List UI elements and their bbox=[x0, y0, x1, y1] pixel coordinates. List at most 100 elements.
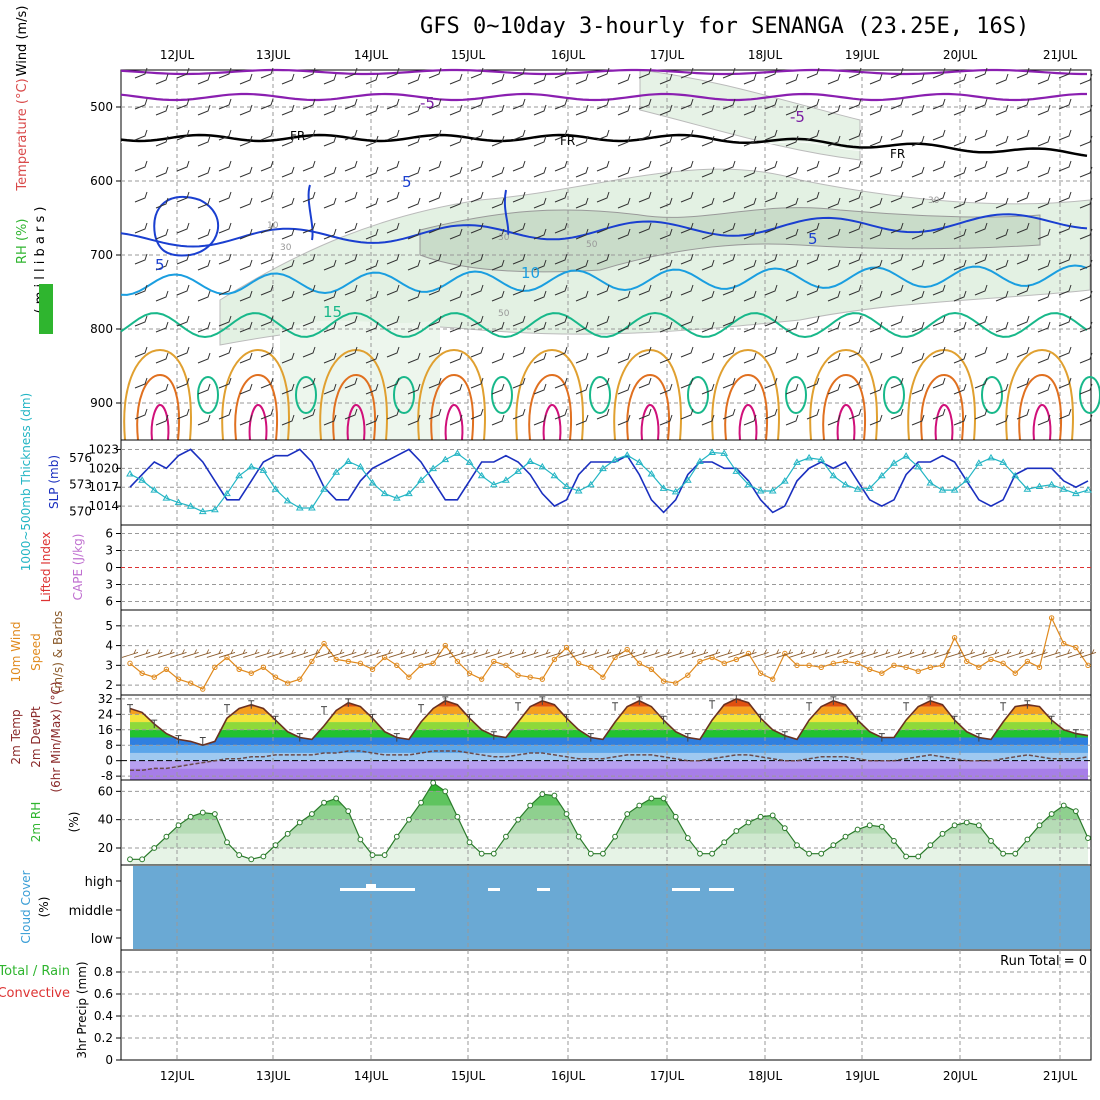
temp-band bbox=[130, 760, 1088, 769]
wind10-point bbox=[988, 656, 994, 663]
wind10-point bbox=[1061, 640, 1067, 647]
y-tick-label: 3 bbox=[105, 578, 113, 592]
contour-10 bbox=[120, 264, 1088, 296]
rh-point bbox=[781, 825, 788, 832]
rh-point bbox=[1036, 822, 1043, 829]
contour-20 bbox=[1005, 348, 1074, 441]
wind-barb bbox=[848, 377, 862, 389]
wind10-point bbox=[757, 670, 764, 676]
wind10-point bbox=[624, 646, 630, 653]
wind10-barb bbox=[425, 649, 442, 658]
rh-point bbox=[211, 811, 218, 817]
label-precip-a: Total / Rain bbox=[0, 964, 70, 979]
wind-barb bbox=[764, 346, 778, 358]
wind-barb bbox=[491, 166, 505, 178]
wind-barb bbox=[428, 129, 442, 141]
wind-barb bbox=[512, 129, 526, 141]
wind-barb bbox=[134, 129, 148, 141]
wind-barb bbox=[911, 104, 925, 116]
thickness-point bbox=[1071, 489, 1080, 497]
minmax-marker bbox=[369, 713, 376, 723]
minmax-marker bbox=[951, 715, 958, 725]
wind-barb bbox=[323, 259, 337, 271]
wind-barb bbox=[680, 160, 694, 172]
wind-barb bbox=[1079, 259, 1093, 271]
wind10-barb bbox=[982, 649, 1000, 658]
top-date-label: 17JUL bbox=[650, 48, 685, 62]
wind-barb bbox=[932, 253, 946, 265]
wind-barb bbox=[848, 98, 862, 110]
wind-barb bbox=[323, 352, 337, 364]
wind10-barb bbox=[570, 649, 587, 658]
wind-barb bbox=[1016, 160, 1030, 172]
wind-barb bbox=[260, 284, 274, 296]
wind-barb bbox=[281, 104, 295, 116]
wind-barb bbox=[344, 346, 358, 358]
wind-barb bbox=[1037, 321, 1051, 333]
wind-barb bbox=[386, 346, 400, 358]
wind-barb bbox=[491, 290, 505, 302]
wind-barb bbox=[323, 73, 337, 85]
run-total: Run Total = 0 bbox=[1000, 954, 1087, 969]
wind-barb bbox=[764, 284, 778, 296]
wind-barb bbox=[911, 197, 925, 209]
thickness-point bbox=[465, 458, 474, 465]
wind10-point bbox=[939, 662, 946, 669]
wind-barb bbox=[176, 191, 190, 203]
wind-barb bbox=[302, 222, 316, 234]
cloud-panel: low middle high bbox=[69, 864, 1092, 951]
wind-barb bbox=[197, 228, 211, 240]
rh-point bbox=[903, 853, 910, 860]
wind10-point bbox=[212, 664, 218, 671]
wind10-barb bbox=[1067, 649, 1084, 658]
wind-barb bbox=[302, 160, 316, 172]
wind10-barb bbox=[1079, 649, 1097, 658]
wind-barb bbox=[827, 104, 841, 116]
wind-barb bbox=[512, 377, 526, 389]
wind-barb bbox=[218, 222, 232, 234]
wind-barb bbox=[344, 222, 358, 234]
thickness-point bbox=[538, 462, 547, 470]
rh-point bbox=[284, 830, 291, 837]
wind-barb bbox=[827, 259, 841, 271]
thickness-point bbox=[865, 484, 874, 491]
wind-barb bbox=[407, 383, 421, 395]
wind-barb bbox=[617, 383, 631, 395]
wind-barb bbox=[386, 191, 400, 203]
wind-barb bbox=[596, 98, 610, 110]
minmax-marker bbox=[1024, 700, 1031, 709]
temp-line bbox=[129, 698, 1089, 747]
wind-barb bbox=[512, 67, 526, 79]
wind-barb bbox=[764, 222, 778, 234]
wind-barb bbox=[281, 290, 295, 302]
wind10-barb bbox=[667, 649, 684, 658]
contour-20 bbox=[809, 348, 878, 441]
wind-barb bbox=[281, 321, 295, 333]
contour-label-minus5-b: -5 bbox=[790, 108, 805, 126]
wind10-point bbox=[454, 658, 461, 665]
rh-point bbox=[709, 850, 715, 857]
wind-barb bbox=[743, 290, 757, 302]
contour-30 bbox=[444, 403, 464, 441]
wind-barb bbox=[701, 104, 715, 116]
wind-barb bbox=[638, 408, 652, 420]
wind-barb bbox=[176, 98, 190, 110]
wind10-barb bbox=[837, 649, 854, 658]
wind-barb bbox=[1037, 228, 1051, 240]
wind10-point bbox=[672, 680, 679, 686]
wind-barb bbox=[365, 414, 379, 426]
wind-barb bbox=[218, 67, 232, 79]
wind-barb bbox=[596, 253, 610, 265]
rh-point bbox=[139, 856, 146, 863]
wind-barb bbox=[785, 166, 799, 178]
wind-barb bbox=[1016, 98, 1030, 110]
wind-barb bbox=[1058, 284, 1072, 296]
label-precip-c: 3hr Precip (mm) bbox=[75, 961, 89, 1058]
wind10-point bbox=[309, 658, 315, 665]
wind10-point bbox=[745, 650, 752, 657]
wind-barb bbox=[680, 408, 694, 420]
wind-barb bbox=[890, 67, 904, 79]
wind-barb bbox=[533, 166, 547, 178]
wind-barb bbox=[533, 73, 547, 85]
top-date-label: 18JUL bbox=[748, 48, 783, 62]
